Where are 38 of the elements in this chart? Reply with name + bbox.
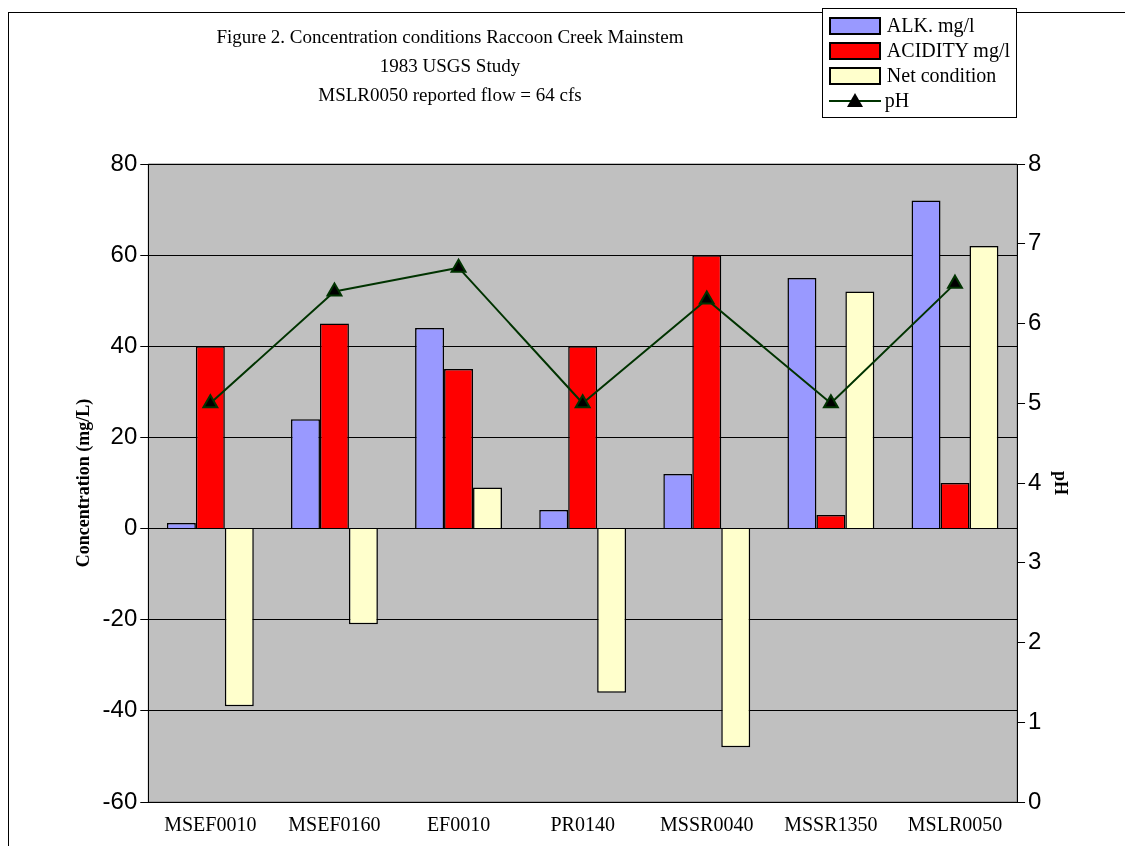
x-tick-label: MSSR1350 (784, 813, 878, 836)
y2-tick-label: 7 (1028, 228, 1042, 256)
y-tick-label: 0 (123, 513, 138, 541)
y-tick-label: 40 (110, 330, 138, 358)
y2-tick-label: 8 (1028, 148, 1042, 176)
x-tick-label: PR0140 (550, 813, 615, 836)
legend-label: ALK. mg/l (886, 13, 975, 38)
x-tick-label: MSEF0160 (288, 813, 381, 836)
y-tick-label: 80 (110, 148, 138, 176)
y2-tick-label: 6 (1028, 308, 1042, 336)
y-tick-label: 60 (110, 239, 138, 267)
x-tick-label: EF0010 (426, 813, 491, 836)
y2-axis-title: pH (1050, 470, 1071, 496)
x-tick-label: MSSR0040 (660, 813, 754, 836)
point (947, 274, 963, 289)
legend-label: ACIDITY mg/l (886, 38, 1010, 63)
chart-title: Figure 2. Concentration conditions Raccoon Creek Mainstem 1983 USGS Study MSLR0050 reported flow = 64 cfs (215, 25, 685, 107)
y-tick-label: -20 (102, 604, 138, 632)
point (450, 258, 467, 273)
y-tick-label: -40 (102, 695, 138, 723)
y2-tick-label: 4 (1028, 467, 1042, 495)
y2-tick-label: 3 (1028, 547, 1042, 575)
point (822, 394, 839, 409)
y-axis-title: Concentration (mg/L) (73, 398, 95, 568)
x-tick-label: MSLR0050 (907, 813, 1003, 836)
point (326, 282, 343, 297)
y2-tick-label: 2 (1028, 627, 1042, 655)
point (202, 394, 219, 409)
y2-tick-label: 1 (1028, 706, 1042, 734)
y2-tick-label: 5 (1028, 387, 1042, 415)
y2-tick-label: 0 (1028, 786, 1042, 814)
x-tick-label: MSEF0010 (164, 813, 257, 836)
legend-label: pH (884, 88, 910, 113)
point (574, 394, 591, 409)
point (698, 290, 715, 305)
y-tick-label: -60 (102, 786, 138, 814)
legend-label: Net condition (886, 63, 997, 88)
y-tick-label: 20 (110, 422, 138, 450)
